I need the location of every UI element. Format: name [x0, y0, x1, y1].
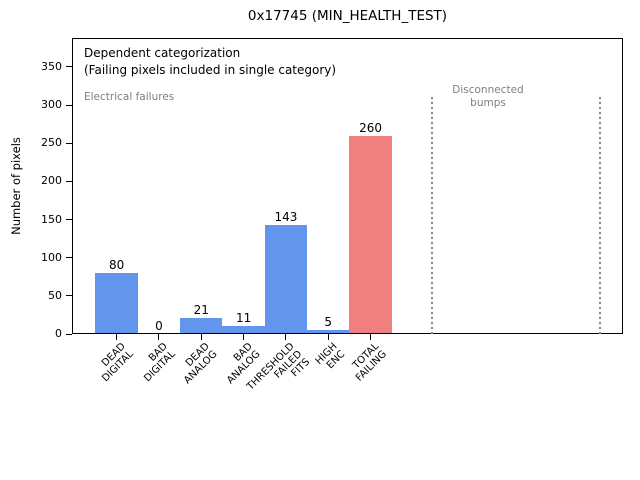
bar-dead-digital [95, 272, 138, 334]
y-tick-mark [66, 219, 72, 221]
x-tick-mark [158, 334, 160, 340]
bar-value-label: 21 [193, 302, 209, 317]
bar-value-label: 143 [274, 209, 298, 224]
annotation-disconnected-bumps: Disconnected bumps [452, 84, 524, 109]
x-tick-mark [200, 334, 202, 340]
y-tick-label: 300 [41, 98, 62, 112]
y-tick-mark [66, 142, 72, 144]
chart-title: 0x17745 (MIN_HEALTH_TEST) [247, 8, 448, 24]
bar-value-label: 80 [108, 257, 125, 272]
x-tick-label: DEAD ANALOG [182, 341, 220, 387]
x-tick-mark [116, 334, 118, 340]
x-tick-mark [285, 334, 287, 340]
x-tick-label: DEAD DIGITAL [99, 341, 136, 385]
y-tick-mark [66, 104, 72, 106]
bar-threshold-failed-fits [264, 224, 308, 334]
separator-line-right [599, 97, 601, 334]
plot-area [72, 38, 623, 334]
bar-value-label: 5 [324, 315, 333, 330]
x-tick-mark [243, 334, 245, 340]
bar-dead-analog [180, 317, 223, 334]
bar-value-label: 0 [155, 319, 163, 333]
x-tick-label: TOTAL FAILING [351, 341, 390, 384]
y-tick-label: 100 [41, 250, 62, 264]
x-tick-label: HIGH ENC [313, 341, 347, 372]
x-tick-mark [370, 334, 372, 340]
y-tick-label: 0 [55, 327, 62, 340]
y-axis-label: Number of pixels [9, 137, 23, 235]
y-tick-label: 50 [48, 288, 62, 302]
annotation-electrical-failures: Electrical failures [84, 91, 175, 103]
y-tick-label: 350 [41, 59, 62, 73]
bar-value-label: 260 [359, 120, 383, 135]
annotation-dependent-categorization: Dependent categorization (Failing pixels… [84, 46, 337, 77]
bar-total-failing [349, 135, 392, 334]
bar-high-enc [307, 330, 350, 334]
bar-bad-analog [222, 325, 265, 334]
bar-value-label: 11 [235, 310, 252, 325]
x-tick-mark [327, 334, 329, 340]
y-tick-label: 150 [41, 212, 62, 226]
y-tick-mark [66, 295, 72, 297]
y-tick-mark [66, 180, 72, 182]
y-tick-mark [66, 257, 72, 259]
y-tick-label: 250 [41, 136, 62, 150]
x-tick-label: BAD DIGITAL [142, 341, 178, 385]
y-tick-mark [66, 333, 72, 335]
y-tick-mark [66, 66, 72, 68]
separator-line-left [431, 97, 433, 334]
y-tick-label: 200 [41, 174, 62, 188]
